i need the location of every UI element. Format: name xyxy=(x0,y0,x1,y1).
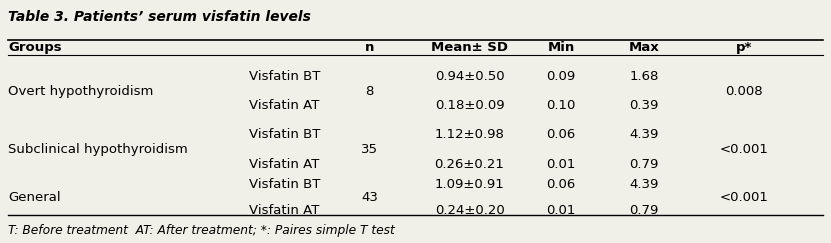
Text: Visfatin BT: Visfatin BT xyxy=(249,128,321,141)
Text: 4.39: 4.39 xyxy=(629,178,659,191)
Text: p*: p* xyxy=(735,41,752,54)
Text: 1.09±0.91: 1.09±0.91 xyxy=(435,178,504,191)
Text: 0.26±0.21: 0.26±0.21 xyxy=(435,157,504,171)
Text: 0.01: 0.01 xyxy=(546,157,576,171)
Text: 43: 43 xyxy=(361,191,378,204)
Text: 0.39: 0.39 xyxy=(629,99,659,112)
Text: Visfatin AT: Visfatin AT xyxy=(249,157,320,171)
Text: <0.001: <0.001 xyxy=(720,191,768,204)
Text: 0.01: 0.01 xyxy=(546,204,576,217)
Text: 35: 35 xyxy=(361,143,378,156)
Text: Table 3. Patients’ serum visfatin levels: Table 3. Patients’ serum visfatin levels xyxy=(8,10,311,24)
Text: Visfatin BT: Visfatin BT xyxy=(249,178,321,191)
Text: Min: Min xyxy=(548,41,574,54)
Text: Visfatin BT: Visfatin BT xyxy=(249,70,321,83)
Text: Overt hypothyroidism: Overt hypothyroidism xyxy=(8,85,154,98)
Text: 0.79: 0.79 xyxy=(629,204,659,217)
Text: 1.12±0.98: 1.12±0.98 xyxy=(435,128,504,141)
Text: <0.001: <0.001 xyxy=(720,143,768,156)
Text: T: Before treatment  AT: After treatment; *: Paires simple T test: T: Before treatment AT: After treatment;… xyxy=(8,224,395,236)
Text: Groups: Groups xyxy=(8,41,62,54)
Text: n: n xyxy=(365,41,375,54)
Text: 8: 8 xyxy=(366,85,374,98)
Text: 4.39: 4.39 xyxy=(629,128,659,141)
Text: 0.06: 0.06 xyxy=(546,178,576,191)
Text: 0.09: 0.09 xyxy=(546,70,576,83)
Text: Visfatin AT: Visfatin AT xyxy=(249,204,320,217)
Text: Max: Max xyxy=(628,41,660,54)
Text: Visfatin AT: Visfatin AT xyxy=(249,99,320,112)
Text: General: General xyxy=(8,191,61,204)
Text: 1.68: 1.68 xyxy=(629,70,659,83)
Text: Mean± SD: Mean± SD xyxy=(431,41,508,54)
Text: 0.24±0.20: 0.24±0.20 xyxy=(435,204,504,217)
Text: 0.79: 0.79 xyxy=(629,157,659,171)
Text: 0.008: 0.008 xyxy=(725,85,763,98)
Text: 0.06: 0.06 xyxy=(546,128,576,141)
Text: Subclinical hypothyroidism: Subclinical hypothyroidism xyxy=(8,143,188,156)
Text: 0.94±0.50: 0.94±0.50 xyxy=(435,70,504,83)
Text: 0.10: 0.10 xyxy=(546,99,576,112)
Text: 0.18±0.09: 0.18±0.09 xyxy=(435,99,504,112)
